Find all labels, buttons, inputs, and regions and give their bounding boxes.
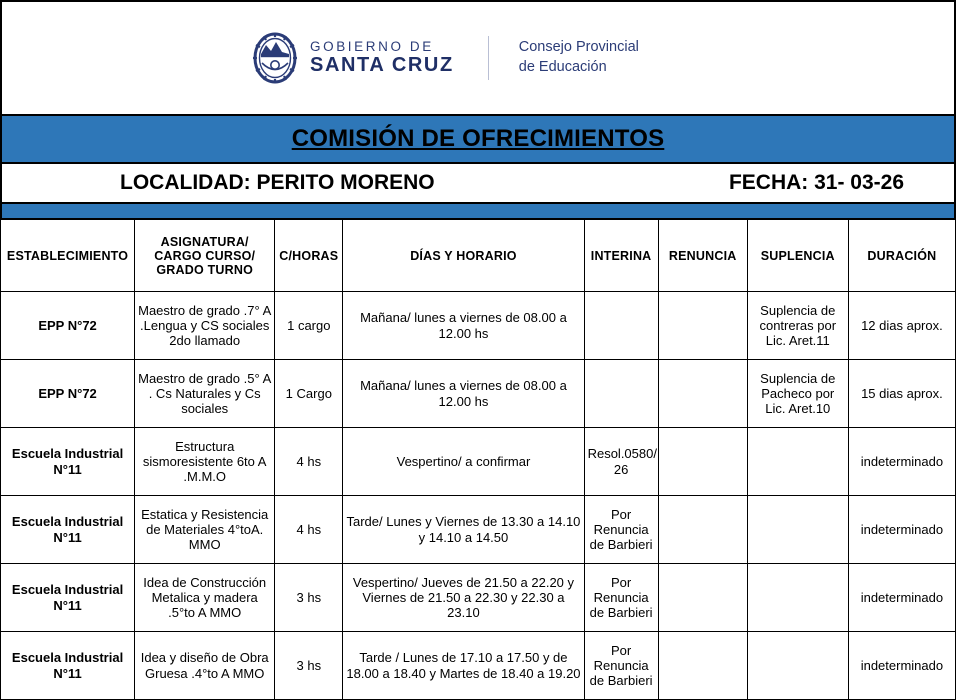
consejo-wordmark: Consejo Provincial de Educación [519, 38, 639, 77]
cell-duracion: indeterminado [847, 427, 956, 496]
government-wordmark: GOBIERNO DE SANTA CRUZ [310, 40, 454, 75]
cell-establecimiento: Escuela Industrial N°11 [0, 631, 136, 700]
cell-renuncia [657, 359, 748, 428]
logo-divider [487, 36, 489, 80]
cell-suplencia [746, 427, 849, 496]
cell-suplencia [746, 631, 849, 700]
cell-dias-horario: Mañana/ lunes a viernes de 08.00 a 12.00… [342, 291, 585, 360]
cell-duracion: indeterminado [847, 631, 956, 700]
cell-renuncia [657, 631, 748, 700]
cell-asignatura: Estatica y Resistencia de Materiales 4°t… [134, 495, 276, 564]
cell-chores: 4 hs [274, 427, 344, 496]
table-row: Escuela Industrial N°11 Estructura sismo… [0, 427, 956, 496]
cell-dias-horario: Tarde / Lunes de 17.10 a 17.50 y de 18.0… [342, 631, 585, 700]
cell-establecimiento: Escuela Industrial N°11 [0, 427, 136, 496]
cell-chores: 3 hs [274, 631, 344, 700]
cell-renuncia [657, 291, 748, 360]
column-header-suplencia: SUPLENCIA [746, 219, 849, 292]
cell-renuncia [657, 563, 748, 632]
table-row: EPP N°72 Maestro de grado .5° A . Cs Nat… [0, 359, 956, 428]
cell-interina: Resol.0580/ 26 [583, 427, 659, 496]
blue-separator-strip [0, 204, 956, 219]
column-header-duracion: DURACIÓN [847, 219, 956, 292]
cell-duracion: 15 dias aprox. [847, 359, 956, 428]
cell-interina: Por Renuncia de Barbieri [583, 495, 659, 564]
cell-interina [583, 359, 659, 428]
cell-dias-horario: Mañana/ lunes a viernes de 08.00 a 12.00… [342, 359, 585, 428]
cell-dias-horario: Tarde/ Lunes y Viernes de 13.30 a 14.10 … [342, 495, 585, 564]
cell-chores: 3 hs [274, 563, 344, 632]
cell-renuncia [657, 495, 748, 564]
cell-suplencia [746, 495, 849, 564]
asignatura-header-line-3: GRADO TURNO [156, 262, 254, 277]
consejo-line-2: de Educación [518, 59, 607, 75]
cell-interina [583, 291, 659, 360]
cell-dias-horario: Vespertino/ Jueves de 21.50 a 22.20 y Vi… [342, 563, 585, 632]
cell-chores: 1 Cargo [274, 359, 344, 428]
locality-date-bar: LOCALIDAD: PERITO MORENO FECHA: 31- 03-2… [0, 164, 956, 204]
cell-suplencia: Suplencia de Pacheco por Lic. Aret.10 [746, 359, 849, 428]
cell-establecimiento: Escuela Industrial N°11 [0, 563, 136, 632]
cell-asignatura: Maestro de grado .7° A .Lengua y CS soci… [134, 291, 276, 360]
table-row: EPP N°72 Maestro de grado .7° A .Lengua … [0, 291, 956, 360]
cell-establecimiento: EPP N°72 [0, 291, 136, 360]
cell-asignatura: Maestro de grado .5° A . Cs Naturales y … [134, 359, 276, 428]
cell-establecimiento: EPP N°72 [0, 359, 136, 428]
cell-duracion: indeterminado [847, 495, 956, 564]
main-title-bar: COMISIÓN DE OFRECIMIENTOS [0, 116, 956, 164]
column-header-establecimiento: ESTABLECIMIENTO [0, 219, 136, 292]
cell-renuncia [657, 427, 748, 496]
logo-group: GOBIERNO DE SANTA CRUZ Consejo Provincia… [252, 32, 639, 84]
table-header-row: ESTABLECIMIENTO ASIGNATURA/ CARGO CURSO/… [0, 219, 956, 292]
cell-asignatura: Idea y diseño de Obra Gruesa .4°to A MMO [134, 631, 276, 700]
page-title: COMISIÓN DE OFRECIMIENTOS [291, 125, 665, 152]
locality-label: LOCALIDAD: PERITO MORENO [120, 171, 435, 194]
cell-chores: 1 cargo [274, 291, 344, 360]
column-header-chores: C/HORAS [274, 219, 344, 292]
asignatura-header-line-2: CARGO CURSO/ [154, 248, 256, 263]
table-row: Escuela Industrial N°11 Estatica y Resis… [0, 495, 956, 564]
column-header-interina: INTERINA [583, 219, 659, 292]
cell-suplencia [746, 563, 849, 632]
cell-dias-horario: Vespertino/ a confirmar [342, 427, 585, 496]
cell-interina: Por Renuncia de Barbieri [583, 563, 659, 632]
asignatura-header-line-1: ASIGNATURA/ [160, 234, 249, 249]
consejo-line-1: Consejo Provincial [518, 39, 639, 56]
table-row: Escuela Industrial N°11 Idea de Construc… [0, 563, 956, 632]
column-header-dias-horario: DÍAS Y HORARIO [342, 219, 585, 292]
date-label: FECHA: 31- 03-26 [728, 171, 904, 194]
cell-asignatura: Idea de Construcción Metalica y madera .… [134, 563, 276, 632]
table-row: Escuela Industrial N°11 Idea y diseño de… [0, 631, 956, 700]
cell-suplencia: Suplencia de contreras por Lic. Aret.11 [746, 291, 849, 360]
letterhead-band: GOBIERNO DE SANTA CRUZ Consejo Provincia… [0, 0, 956, 116]
offerings-table: ESTABLECIMIENTO ASIGNATURA/ CARGO CURSO/… [0, 219, 956, 700]
gov-line-1: GOBIERNO DE [310, 39, 434, 55]
cell-duracion: indeterminado [847, 563, 956, 632]
santa-cruz-coat-of-arms-icon [253, 32, 297, 84]
cell-duracion: 12 dias aprox. [847, 291, 956, 360]
column-header-renuncia: RENUNCIA [657, 219, 748, 292]
column-header-asignatura: ASIGNATURA/ CARGO CURSO/ GRADO TURNO [134, 219, 276, 292]
cell-establecimiento: Escuela Industrial N°11 [0, 495, 136, 564]
cell-chores: 4 hs [274, 495, 344, 564]
gov-line-2: SANTA CRUZ [310, 53, 454, 76]
cell-asignatura: Estructura sismoresistente 6to A .M.M.O [134, 427, 276, 496]
table-body: EPP N°72 Maestro de grado .7° A .Lengua … [0, 291, 956, 700]
cell-interina: Por Renuncia de Barbieri [583, 631, 659, 700]
